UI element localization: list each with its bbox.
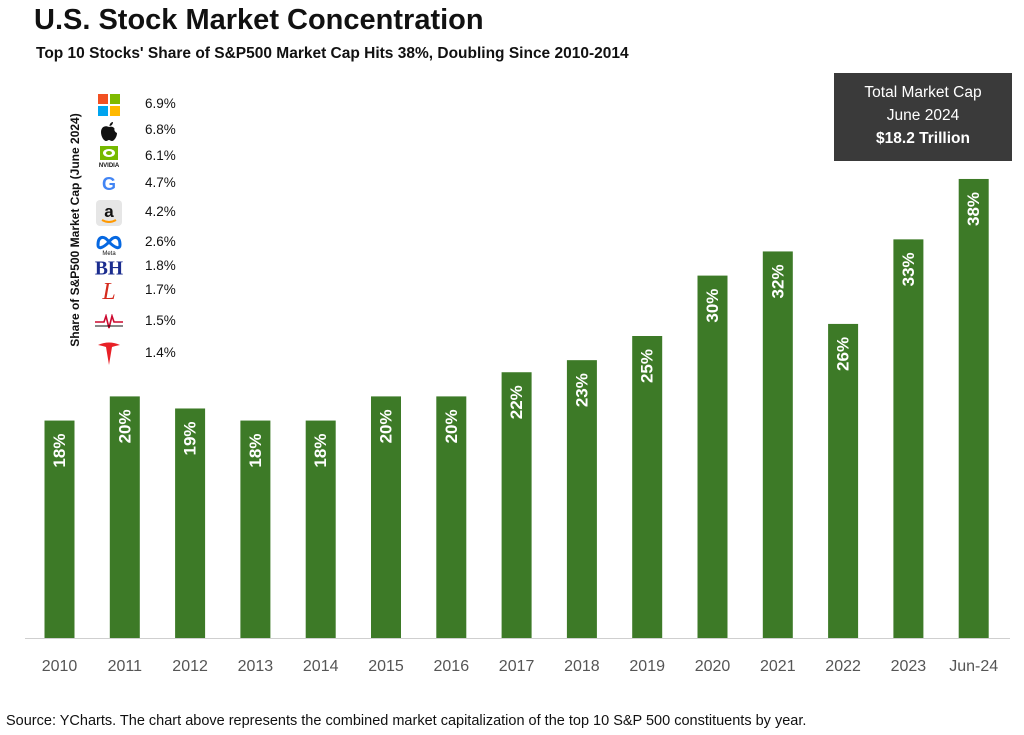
svg-text:BH: BH: [95, 259, 123, 280]
x-tick-label: 2017: [499, 658, 535, 675]
bar: [828, 323, 859, 638]
infobox-value: $18.2 Trillion: [876, 130, 970, 147]
broadcom-logo-icon: [92, 309, 126, 335]
google-logo-icon: G: [92, 171, 126, 197]
x-tick-label: 2019: [629, 658, 665, 675]
bar-data-label: 38%: [964, 192, 983, 226]
x-tick-label: 2018: [564, 658, 600, 675]
bar: [762, 251, 793, 638]
berkshire-hathaway-logo-icon: BH: [92, 254, 126, 280]
bar-data-label: 19%: [181, 421, 200, 455]
x-tick-label: 2013: [238, 658, 274, 675]
bar-data-label: 23%: [572, 373, 591, 407]
nvidia-logo-icon: NVIDIA: [92, 144, 126, 170]
bar: [566, 360, 597, 638]
bar: [501, 372, 532, 638]
svg-text:G: G: [102, 174, 116, 194]
total-market-cap-box: Total Market Cap June 2024 $18.2 Trillio…: [834, 73, 1012, 161]
legend-item-google: G 4.7%: [92, 171, 212, 197]
legend-pct: 1.7%: [145, 282, 176, 297]
legend-pct: 4.7%: [145, 175, 176, 190]
legend-item-meta: Meta 2.6%: [92, 230, 212, 256]
infobox-line1: Total Market Cap: [864, 84, 982, 101]
legend-item-nvidia: NVIDIA 6.1%: [92, 144, 212, 170]
legend-item-eli-lilly: L 1.7%: [92, 278, 212, 304]
bar: [371, 396, 401, 638]
bar-data-label: 26%: [834, 337, 853, 371]
legend-pct: 6.9%: [145, 96, 176, 111]
bar-data-label: 32%: [768, 264, 787, 298]
legend-pct: 6.8%: [145, 122, 176, 137]
eli-lilly-logo-icon: L: [92, 278, 126, 304]
x-tick-label: 2021: [760, 658, 796, 675]
legend-item-apple: 6.8%: [92, 118, 212, 144]
bar-data-label: 20%: [377, 409, 396, 443]
bar: [893, 239, 924, 639]
bar-data-label: 18%: [311, 434, 330, 468]
bar: [109, 396, 140, 638]
amazon-logo-icon: a: [92, 200, 126, 226]
x-tick-label: 2014: [303, 658, 339, 675]
bar: [697, 275, 728, 638]
microsoft-logo-icon: [92, 92, 126, 118]
bar-data-label: 33%: [899, 252, 918, 286]
svg-text:L: L: [101, 279, 115, 304]
x-tick-label: 2011: [108, 658, 143, 675]
legend-item-broadcom: 1.5%: [92, 309, 212, 335]
chart-subtitle: Top 10 Stocks' Share of S&P500 Market Ca…: [36, 45, 629, 62]
bar-data-label: 25%: [638, 349, 657, 383]
bar: [632, 336, 663, 638]
bar: [305, 420, 336, 638]
legend-pct: 6.1%: [145, 148, 176, 163]
bar-chart: 18% 2010 20% 2011 19% 2012 18% 2013 18% 2014 20% 20…: [25, 178, 1010, 675]
bar-data-label: 30%: [703, 289, 722, 323]
legend-item-amazon: a 4.2%: [92, 200, 212, 226]
x-tick-label: 2016: [434, 658, 470, 675]
x-tick-label: 2010: [42, 658, 78, 675]
bar-data-label: 18%: [50, 434, 69, 468]
apple-logo-icon: [92, 118, 126, 144]
tesla-logo-icon: [92, 341, 126, 367]
bar-data-label: 22%: [507, 385, 526, 419]
svg-text:Meta: Meta: [102, 251, 116, 256]
legend-item-berkshire: BH 1.8%: [92, 254, 212, 280]
bar: [175, 408, 206, 638]
bar-data-label: 18%: [246, 434, 265, 468]
svg-text:NVIDIA: NVIDIA: [99, 163, 120, 169]
bar-data-label: 20%: [442, 409, 461, 443]
bar: [436, 396, 467, 638]
bar: [44, 420, 75, 638]
legend-pct: 1.4%: [145, 345, 176, 360]
legend-pct: 1.8%: [145, 258, 176, 273]
source-note: Source: YCharts. The chart above represe…: [6, 713, 807, 729]
svg-text:a: a: [104, 202, 114, 221]
legend-item-tesla: 1.4%: [92, 341, 212, 367]
infobox-line2: June 2024: [886, 107, 960, 124]
legend-pct: 2.6%: [145, 234, 176, 249]
x-tick-label: 2012: [172, 658, 208, 675]
legend-item-microsoft: 6.9%: [92, 92, 212, 118]
bar: [240, 420, 271, 638]
chart-title: U.S. Stock Market Concentration: [34, 4, 484, 36]
bar-data-label: 20%: [115, 409, 134, 443]
legend-pct: 4.2%: [145, 204, 176, 219]
meta-logo-icon: Meta: [92, 230, 126, 256]
x-tick-label: 2020: [695, 658, 731, 675]
x-tick-label: Jun-24: [949, 658, 998, 675]
x-tick-label: 2022: [825, 658, 861, 675]
legend-pct: 1.5%: [145, 313, 176, 328]
x-tick-label: 2015: [368, 658, 404, 675]
x-tick-label: 2023: [891, 658, 927, 675]
bar: [958, 178, 989, 638]
